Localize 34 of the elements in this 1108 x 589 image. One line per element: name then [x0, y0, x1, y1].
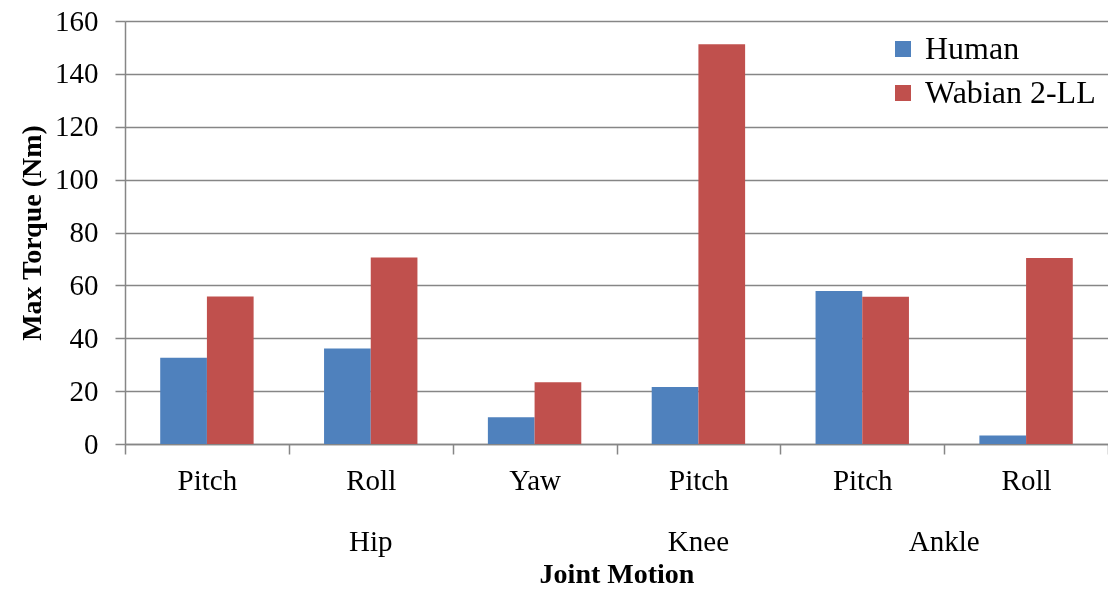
bar — [206, 296, 254, 444]
y-axis-title: Max Torque (Nm) — [16, 125, 47, 341]
bar — [698, 44, 746, 444]
x-tick-label: Pitch — [832, 463, 894, 496]
bar — [370, 257, 418, 444]
y-tick-label: 60 — [69, 268, 99, 301]
bar — [815, 290, 863, 444]
x-tick-label: Pitch — [669, 463, 730, 496]
y-tick-label: 0 — [84, 427, 99, 460]
text: Knee — [667, 525, 730, 557]
y-tick-label: 120 — [55, 110, 99, 143]
y-tick-label: 100 — [55, 163, 99, 196]
x-tick-label: Roll — [346, 463, 397, 496]
x-axis-title: Joint Motion — [539, 557, 695, 589]
bar — [1026, 257, 1073, 444]
bar — [651, 386, 699, 444]
bar — [979, 435, 1027, 444]
x-tick-label: Roll — [1001, 463, 1052, 496]
bar — [862, 296, 909, 444]
x-tick-label: Pitch — [177, 463, 238, 496]
bar — [487, 417, 535, 444]
legend-label: Wabian 2-LL — [925, 74, 1096, 110]
y-tick-label: 140 — [55, 57, 99, 90]
text: Hip — [349, 525, 393, 557]
y-tick-label: 20 — [69, 374, 99, 407]
legend-label: Human — [925, 30, 1020, 66]
bar — [160, 357, 207, 444]
text: Ankle — [908, 525, 980, 557]
x-tick-label: Yaw — [509, 463, 562, 496]
bar — [534, 382, 582, 444]
y-tick-label: 80 — [69, 216, 99, 248]
bar — [324, 348, 371, 444]
y-tick-label: 40 — [69, 321, 99, 354]
y-tick-label: 160 — [55, 4, 99, 37]
